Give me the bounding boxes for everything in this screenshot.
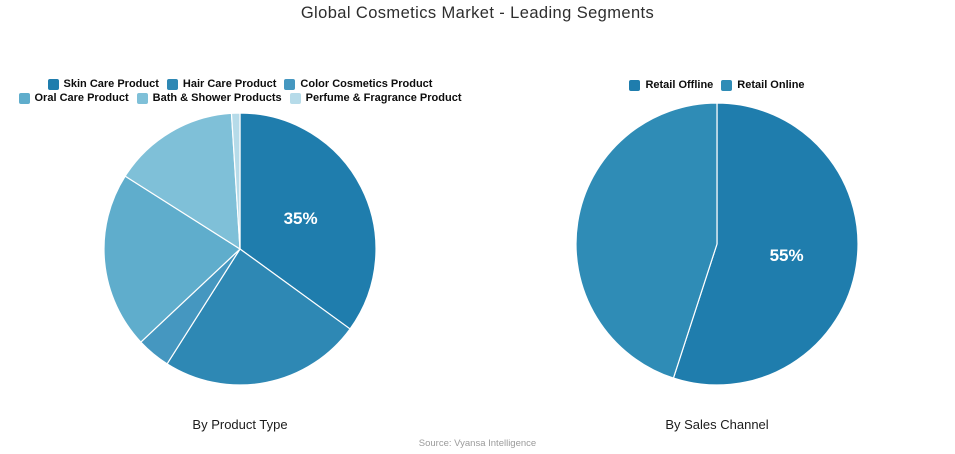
product-type-legend: Skin Care Product Hair Care Product Color … xyxy=(0,78,480,104)
legend-item-color-cosmetics-product[interactable]: Color Cosmetics Product xyxy=(284,78,432,90)
pie-slice-skin-care-product[interactable] xyxy=(239,112,377,330)
legend-label: Hair Care Product xyxy=(182,78,277,90)
sales-channel-caption: By Sales Channel xyxy=(665,417,769,432)
product-type-pie: 35% xyxy=(103,112,377,386)
legend-label: Oral Care Product xyxy=(34,92,129,104)
sales-channel-pie: 55% xyxy=(575,102,859,386)
legend-label: Perfume & Fragrance Product xyxy=(305,92,462,104)
legend-swatch-icon xyxy=(47,78,59,90)
chart-title: Global Cosmetics Market - Leading Segmen… xyxy=(300,4,655,22)
legend-label: Retail Online xyxy=(737,79,805,91)
pie-slice-bath-shower-products[interactable] xyxy=(124,112,241,250)
pie-slice-perfume-fragrance-product[interactable] xyxy=(230,112,241,250)
legend-swatch-icon xyxy=(629,79,641,91)
pie-slice-retail-online[interactable] xyxy=(575,102,718,379)
legend-label: Color Cosmetics Product xyxy=(300,78,433,90)
pie-slice-hair-care-product[interactable] xyxy=(166,248,351,386)
legend-label: Skin Care Product xyxy=(63,78,159,90)
legend-item-bath-shower-products[interactable]: Bath & Shower Products xyxy=(136,92,282,104)
legend-swatch-icon xyxy=(289,92,301,104)
pie-slice-oral-care-product[interactable] xyxy=(103,175,241,343)
legend-swatch-icon xyxy=(136,92,148,104)
legend-item-perfume-fragrance-product[interactable]: Perfume & Fragrance Product xyxy=(289,92,462,104)
legend-swatch-icon xyxy=(284,78,296,90)
legend-item-retail-offline[interactable]: Retail Offline xyxy=(629,79,713,91)
product-type-caption: By Product Type xyxy=(192,417,288,432)
slice-percent-label: 55% xyxy=(770,246,804,265)
legend-label: Retail Offline xyxy=(645,79,714,91)
legend-swatch-icon xyxy=(721,79,733,91)
legend-swatch-icon xyxy=(166,78,178,90)
legend-item-skin-care-product[interactable]: Skin Care Product xyxy=(47,78,159,90)
legend-label: Bath & Shower Products xyxy=(152,92,282,104)
pie-slice-retail-offline[interactable] xyxy=(672,102,859,386)
legend-item-oral-care-product[interactable]: Oral Care Product xyxy=(18,92,129,104)
legend-item-retail-online[interactable]: Retail Online xyxy=(721,79,805,91)
sales-channel-legend: Retail Offline Retail Online xyxy=(577,79,857,91)
legend-swatch-icon xyxy=(18,92,30,104)
slice-percent-label: 35% xyxy=(284,209,318,228)
legend-item-hair-care-product[interactable]: Hair Care Product xyxy=(166,78,277,90)
source-note: Source: Vyansa Intelligence xyxy=(418,438,537,449)
